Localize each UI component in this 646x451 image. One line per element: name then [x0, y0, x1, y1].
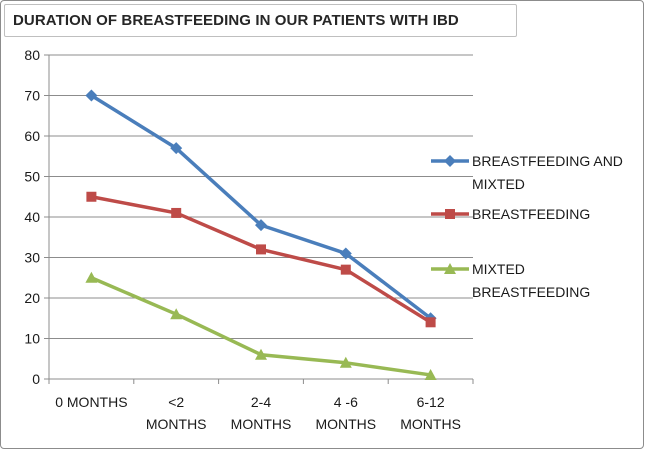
legend-marker	[444, 155, 456, 167]
data-point	[256, 244, 266, 255]
data-point	[255, 348, 267, 360]
legend-label: BREASTFEEDING	[472, 206, 590, 222]
x-axis-ticks: 0 MONTHS <2 MONTHS 2-4 MONTHS 4 -6 MONTHS 6-12 M…	[55, 394, 461, 432]
legend-item: MIXTED BREASTFEEDING	[431, 261, 590, 300]
data-point	[339, 356, 352, 368]
x-tick-label: 2-4 MONTHS	[231, 394, 292, 432]
axes	[44, 54, 474, 384]
legend-label: BREASTFEEDING AND MIXTED	[472, 153, 623, 192]
legend-marker	[444, 263, 456, 274]
y-axis-ticks: 0 10 20 30 40 50 60 70 80	[24, 47, 40, 387]
data-point	[255, 219, 267, 232]
y-tick-label: 30	[24, 250, 40, 266]
series-line	[91, 195, 432, 324]
series-3	[85, 271, 437, 380]
series-group	[85, 89, 437, 380]
legend: BREASTFEEDING AND MIXTED BREASTFEEDING MIXT…	[431, 153, 623, 300]
x-tick-label: 4 -6 MONTHS	[315, 394, 376, 432]
data-point	[340, 264, 351, 275]
y-tick-label: 80	[24, 47, 40, 63]
data-point	[170, 142, 183, 155]
data-point	[85, 271, 98, 283]
legend-label: MIXTED BREASTFEEDING	[472, 261, 590, 300]
data-point	[424, 368, 437, 380]
y-tick-label: 0	[32, 371, 40, 387]
y-tick-label: 10	[24, 331, 40, 347]
data-point	[425, 317, 436, 328]
y-tick-label: 60	[24, 128, 40, 144]
series-2	[86, 191, 436, 328]
x-tick-label: 6-12 MONTHS	[400, 394, 461, 432]
chart-title: DURATION OF BREASTFEEDING IN OUR PATIENT…	[13, 12, 459, 29]
legend-item: BREASTFEEDING AND MIXTED	[431, 153, 623, 192]
y-tick-label: 70	[24, 88, 40, 104]
data-point	[85, 89, 98, 102]
data-point	[339, 247, 352, 260]
y-tick-label: 40	[24, 209, 40, 225]
y-tick-label: 50	[24, 169, 40, 185]
x-tick-label: 0 MONTHS	[55, 394, 127, 410]
data-point	[170, 308, 183, 320]
x-tick-label: <2 MONTHS	[146, 394, 207, 432]
legend-item: BREASTFEEDING	[431, 206, 590, 222]
data-point	[86, 191, 97, 202]
y-tick-label: 20	[24, 290, 40, 306]
chart-title-box: DURATION OF BREASTFEEDING IN OUR PATIENT…	[4, 4, 517, 37]
data-point	[171, 207, 182, 218]
legend-marker	[445, 209, 455, 219]
gridlines	[49, 54, 473, 339]
